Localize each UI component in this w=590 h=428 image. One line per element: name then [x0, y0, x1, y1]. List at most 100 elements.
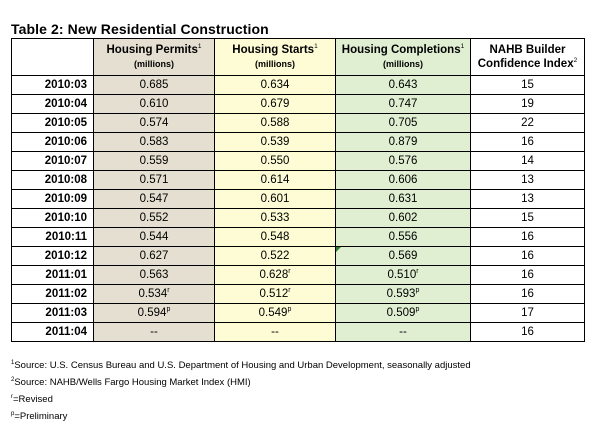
- cell-completions: 0.879: [335, 132, 471, 152]
- cell-permits-value: 0.534: [138, 288, 168, 300]
- cell-completions-value: 0.879: [388, 136, 418, 148]
- header-nahb-note: 2: [573, 57, 578, 65]
- cell-permits: 0.552: [93, 208, 215, 228]
- cell-completions-value: 0.602: [388, 212, 418, 224]
- cell-permits-value: 0.685: [139, 79, 169, 91]
- header-permits-unit: (millions): [134, 59, 174, 69]
- cell-permits-value: 0.559: [139, 155, 169, 167]
- header-completions-unit: (millions): [383, 59, 423, 69]
- cell-nahb-value: 22: [521, 117, 534, 129]
- cell-starts-value: 0.549: [258, 307, 288, 319]
- cell-starts-value: 0.679: [260, 98, 290, 110]
- cell-completions: 0.569: [335, 246, 471, 266]
- cell-completions-value: 0.576: [388, 155, 418, 167]
- cell-date: 2010:09: [11, 189, 94, 209]
- table-row: 2010:12 0.627 0.522 0.569 16: [11, 246, 585, 266]
- cell-permits-value: 0.574: [139, 117, 169, 129]
- cell-starts: 0.533: [214, 208, 336, 228]
- cell-nahb: 19: [470, 94, 585, 114]
- cell-completions: 0.510r: [335, 265, 471, 285]
- table-row: 2010:09 0.547 0.601 0.631 13: [11, 189, 585, 209]
- cell-permits-value: 0.583: [139, 136, 169, 148]
- cell-date-value: 2010:06: [44, 136, 87, 148]
- cell-nahb-value: 15: [521, 79, 534, 91]
- cell-completions: 0.593p: [335, 284, 471, 304]
- header-starts-unit: (millions): [255, 59, 295, 69]
- header-completions-label: Housing Completions: [341, 44, 461, 56]
- cell-starts: 0.588: [214, 113, 336, 133]
- footnote-mark: 2: [11, 376, 15, 383]
- cell-date-value: 2010:10: [44, 212, 87, 224]
- cell-starts: 0.522: [214, 246, 336, 266]
- cell-completions-mark: p: [415, 306, 420, 314]
- footnote-mark: 1: [11, 359, 15, 366]
- cell-nahb: 16: [470, 227, 585, 247]
- cell-starts-mark: p: [287, 306, 292, 314]
- cell-nahb: 16: [470, 246, 585, 266]
- cell-date-value: 2010:12: [44, 250, 87, 262]
- cell-starts-value: 0.539: [260, 136, 290, 148]
- cell-starts: 0.634: [214, 75, 336, 95]
- cell-permits: 0.547: [93, 189, 215, 209]
- cell-permits: 0.627: [93, 246, 215, 266]
- cell-permits-value: 0.571: [139, 174, 169, 186]
- cell-nahb: 13: [470, 189, 585, 209]
- cell-date-value: 2010:11: [45, 231, 87, 243]
- cell-starts-value: 0.588: [260, 117, 290, 129]
- cell-nahb: 16: [470, 284, 585, 304]
- cell-starts-value: 0.533: [260, 212, 290, 224]
- cell-completions: --: [335, 322, 471, 342]
- cell-permits-value: 0.547: [139, 193, 169, 205]
- cell-starts: 0.614: [214, 170, 336, 190]
- footnote: 2Source: NAHB/Wells Fargo Housing Market…: [11, 374, 471, 391]
- header-housing-starts: Housing Starts1 (millions): [214, 38, 336, 76]
- cell-starts-value: 0.628: [259, 269, 289, 281]
- cell-starts: 0.628r: [214, 265, 336, 285]
- cell-completions-value: 0.631: [388, 193, 418, 205]
- cell-nahb-value: 13: [521, 193, 534, 205]
- cell-permits: 0.559: [93, 151, 215, 171]
- cell-completions-value: 0.569: [388, 250, 418, 262]
- header-row: Housing Permits1 (millions) Housing Star…: [11, 38, 585, 76]
- cell-completions: 0.705: [335, 113, 471, 133]
- cell-completions-value: 0.705: [388, 117, 418, 129]
- cell-starts: 0.550: [214, 151, 336, 171]
- cell-starts: 0.549p: [214, 303, 336, 323]
- table-row: 2011:02 0.534r 0.512r 0.593p 16: [11, 284, 585, 304]
- cell-permits-value: 0.610: [139, 98, 169, 110]
- footnote-text: =Preliminary: [14, 411, 68, 422]
- cell-permits: 0.534r: [93, 284, 215, 304]
- footnote-text: =Revised: [13, 394, 53, 405]
- cell-starts-value: 0.512: [259, 288, 289, 300]
- cell-completions: 0.556: [335, 227, 471, 247]
- cell-date: 2011:04: [11, 322, 94, 342]
- cell-permits-value: 0.563: [139, 269, 169, 281]
- cell-permits-value: 0.627: [139, 250, 169, 262]
- cell-nahb: 15: [470, 75, 585, 95]
- residential-construction-table: Housing Permits1 (millions) Housing Star…: [11, 38, 585, 342]
- cell-completions-mark: r: [416, 268, 419, 276]
- table-title: Table 2: New Residential Construction: [11, 21, 269, 37]
- cell-starts-value: 0.601: [260, 193, 290, 205]
- cell-date: 2010:11: [11, 227, 94, 247]
- cell-starts: 0.548: [214, 227, 336, 247]
- cell-date: 2010:08: [11, 170, 94, 190]
- footnote: 1Source: U.S. Census Bureau and U.S. Dep…: [11, 357, 471, 374]
- table-row: 2011:03 0.594p 0.549p 0.509p 17: [11, 303, 585, 323]
- cell-starts-value: --: [271, 326, 279, 338]
- cell-nahb-value: 16: [521, 136, 534, 148]
- cell-nahb: 16: [470, 132, 585, 152]
- cell-nahb: 14: [470, 151, 585, 171]
- cell-starts-value: 0.634: [260, 79, 290, 91]
- cell-completions-value: 0.643: [388, 79, 418, 91]
- cell-completions: 0.576: [335, 151, 471, 171]
- cell-starts-value: 0.522: [260, 250, 290, 262]
- table-row: 2010:04 0.610 0.679 0.747 19: [11, 94, 585, 114]
- cell-permits-value: 0.594: [137, 307, 167, 319]
- cell-nahb: 13: [470, 170, 585, 190]
- cell-nahb-value: 16: [521, 288, 534, 300]
- cell-nahb-value: 16: [521, 326, 534, 338]
- cell-permits-value: 0.544: [139, 231, 169, 243]
- cell-starts: --: [214, 322, 336, 342]
- cell-completions-value: 0.747: [388, 98, 418, 110]
